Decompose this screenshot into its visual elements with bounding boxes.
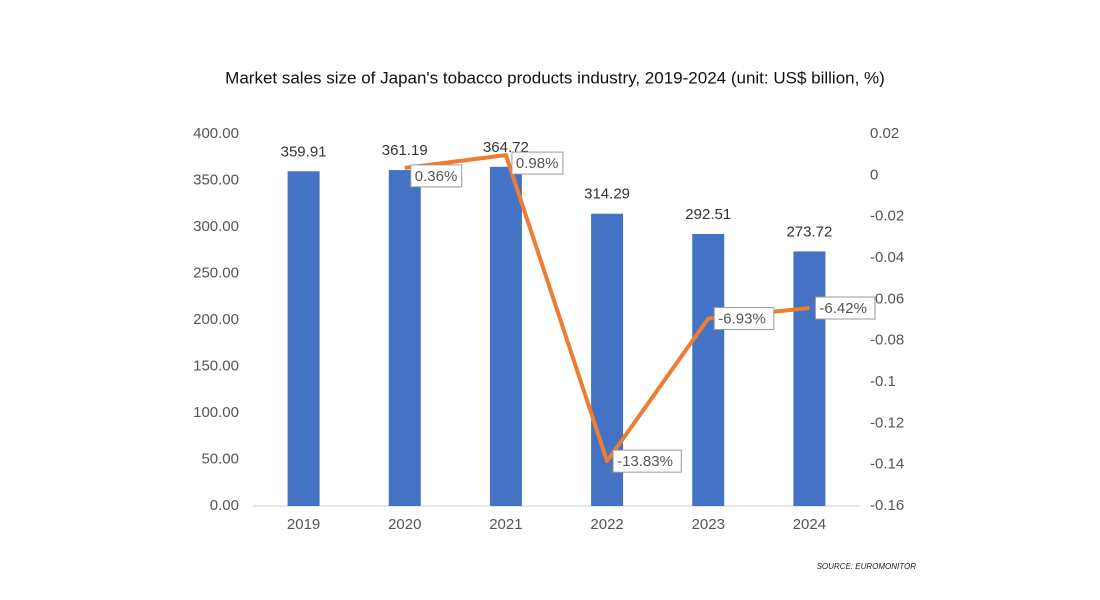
line-value-label: -6.93% <box>718 311 766 328</box>
y2-tick-label: -0.16 <box>870 497 904 514</box>
y-tick-label: 400.00 <box>193 125 239 142</box>
y-tick-label: 150.00 <box>193 357 239 374</box>
source: SOURCE: EUROMONITOR <box>817 562 917 571</box>
line-value-label: -13.83% <box>617 453 673 470</box>
y-tick-label: 100.00 <box>193 404 239 421</box>
y2-tick-label: -0.06 <box>870 290 904 307</box>
line-value-label: 0.98% <box>516 155 559 172</box>
bar-value-label: 292.51 <box>685 206 731 223</box>
x-tick-label: 2019 <box>287 516 320 533</box>
bar-value-label: 359.91 <box>281 143 327 160</box>
y2-tick-label: -0.08 <box>870 332 904 349</box>
value-label-box <box>612 449 682 473</box>
y2-tick-label: -0.14 <box>870 456 904 473</box>
y-tick-label: 350.00 <box>193 171 239 188</box>
y-tick-label: 50.00 <box>201 450 239 467</box>
bar-value-label: 361.19 <box>382 142 428 159</box>
bar <box>388 170 421 506</box>
value-label-box <box>410 164 463 188</box>
y2-tick-label: -0.02 <box>870 208 904 225</box>
value-label-box <box>511 151 564 175</box>
y-tick-label: 250.00 <box>193 264 239 281</box>
bar <box>692 233 725 506</box>
x-tick-label: 2020 <box>388 516 421 533</box>
line-value-label: 0.36% <box>415 168 458 185</box>
bar-value-label: 314.29 <box>584 186 630 203</box>
x-tick-label: 2023 <box>692 516 725 533</box>
y-tick-label: 300.00 <box>193 218 239 235</box>
x-tick-label: 2024 <box>793 516 826 533</box>
chart-title: Market sales size of Japan's tobacco pro… <box>225 68 885 87</box>
x-tick-label: 2022 <box>590 516 623 533</box>
bar <box>793 251 826 506</box>
y-tick-label: 0.00 <box>210 497 239 514</box>
value-label-box <box>713 307 775 331</box>
value-label-box <box>814 296 876 320</box>
y2-tick-label: 0.02 <box>870 125 899 142</box>
bar <box>287 171 320 507</box>
y2-tick-label: -0.04 <box>870 249 904 266</box>
y-tick-label: 200.00 <box>193 311 239 328</box>
x-tick-label: 2021 <box>489 516 522 533</box>
bar <box>489 166 522 506</box>
y2-tick-label: 0 <box>870 166 878 183</box>
y2-tick-label: -0.1 <box>870 373 896 390</box>
bar-value-label: 364.72 <box>483 139 529 156</box>
line-value-label: -6.42% <box>819 300 867 317</box>
y2-tick-label: -0.12 <box>870 414 904 431</box>
bar-value-label: 273.72 <box>786 223 832 240</box>
